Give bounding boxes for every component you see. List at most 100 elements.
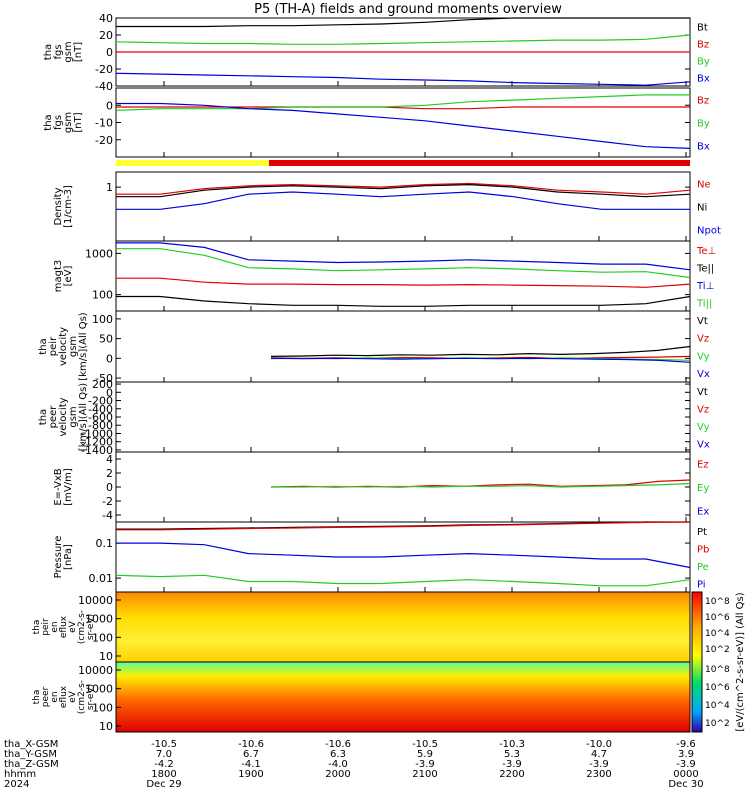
footer-value: 2200 bbox=[499, 769, 524, 780]
legend-pi: Pi bbox=[697, 579, 706, 590]
y-axis-label: tha bbox=[43, 44, 54, 60]
footer-value: -3.9 bbox=[502, 759, 522, 770]
panel-peir-velocity: 100 50 0 -50 tha peir velocity gsm [km/s](All Qs… bbox=[38, 310, 710, 385]
y-tick-label: -1200 bbox=[81, 436, 113, 449]
y-axis-label: [eV] bbox=[63, 266, 74, 287]
footer-value: -10.6 bbox=[325, 739, 351, 750]
footer-value: -3.9 bbox=[676, 759, 696, 770]
footer-value: 2300 bbox=[586, 769, 611, 780]
colorbar-image bbox=[691, 591, 703, 733]
y-tick-label: 100 bbox=[92, 631, 113, 644]
y-tick-label: -10 bbox=[95, 117, 113, 130]
y-tick-label: 20 bbox=[99, 29, 113, 42]
panel-frame bbox=[115, 521, 691, 593]
y-tick-label: 10 bbox=[99, 650, 113, 663]
footer-value: -10.6 bbox=[238, 739, 264, 750]
series-line-bx bbox=[115, 72, 691, 86]
y-axis-label: gsm bbox=[68, 336, 79, 357]
legend-vt: Vt bbox=[697, 316, 708, 327]
y-tick-label: 0.1 bbox=[96, 537, 114, 550]
footer-label: 2024 bbox=[4, 779, 29, 790]
legend-bz: Bz bbox=[697, 96, 709, 107]
y-axis-label: gsm bbox=[68, 406, 79, 427]
y-axis-label: velocity bbox=[58, 397, 69, 436]
panel-temperature: 1000 100 magt3 [eV] Te⊥ Te|| Ti⊥ Ti|| bbox=[53, 240, 716, 312]
y-tick-label: -50 bbox=[95, 372, 113, 385]
footer-value: 7.0 bbox=[156, 749, 172, 760]
y-axis-label: (cm2-s- bbox=[77, 610, 87, 644]
legend-te: Te|| bbox=[696, 263, 714, 274]
y-tick-label: -4 bbox=[102, 509, 113, 522]
panel-fgs-gsm: 40 20 0 -20 -40 tha fgs gsm [nT] Bt Bz By Bx bbox=[43, 12, 710, 93]
colorbar-tick: 10^6 bbox=[705, 613, 730, 623]
y-axis-label: eflux bbox=[59, 615, 69, 638]
legend-vz: Vz bbox=[697, 334, 709, 345]
y-axis-label: [nT] bbox=[73, 112, 84, 132]
y-axis-label: eflux bbox=[59, 685, 69, 708]
y-tick-label: -20 bbox=[95, 134, 113, 147]
legend-bx: Bx bbox=[697, 74, 710, 85]
legend-by: By bbox=[697, 119, 710, 130]
y-axis-label: gsm bbox=[63, 112, 74, 133]
panel-frame bbox=[115, 87, 691, 158]
y-axis-label: en bbox=[50, 691, 60, 702]
series-line-by bbox=[115, 34, 691, 45]
y-axis-label: fgs bbox=[53, 44, 64, 59]
footer-value: -4.2 bbox=[154, 759, 174, 770]
footer-value: 2000 bbox=[325, 769, 350, 780]
y-tick-label: 100 bbox=[92, 701, 113, 714]
series-line-vx bbox=[270, 357, 691, 363]
y-tick-label: 0 bbox=[106, 352, 113, 365]
legend-ey: Ey bbox=[697, 483, 709, 494]
footer-value: -10.3 bbox=[499, 739, 525, 750]
legend-vy: Vy bbox=[697, 422, 710, 433]
footer-value: 5.9 bbox=[417, 749, 433, 760]
y-tick-label: 10 bbox=[99, 720, 113, 733]
legend-pb: Pb bbox=[697, 544, 709, 555]
figure-title: P5 (TH-A) fields and ground moments over… bbox=[254, 2, 562, 17]
y-tick-label: 1000 bbox=[85, 683, 113, 696]
mode-bar-slow bbox=[116, 160, 269, 166]
series-line-by bbox=[115, 94, 690, 111]
y-tick-label: 100 bbox=[92, 289, 113, 302]
panel-fgs-gsm-zoom: 0 -10 -20 tha fgs gsm [nT] Bz By Bx bbox=[43, 87, 710, 158]
y-tick-label: -20 bbox=[95, 63, 113, 76]
y-axis-label: gsm bbox=[63, 41, 74, 62]
colorbar-tick: 10^4 bbox=[705, 701, 730, 711]
y-tick-label: -40 bbox=[95, 80, 113, 93]
y-tick-label: 0 bbox=[106, 481, 113, 494]
footer-value: 3.9 bbox=[678, 749, 694, 760]
y-tick-label: 1 bbox=[106, 181, 113, 194]
y-axis-label: eV bbox=[68, 620, 78, 633]
y-tick-label: 100 bbox=[92, 313, 113, 326]
y-tick-label: -200 bbox=[88, 395, 113, 408]
panel-frame bbox=[115, 171, 691, 242]
series-line-ey bbox=[271, 482, 691, 488]
series-line-ti bbox=[116, 248, 691, 279]
legend-vt: Vt bbox=[697, 387, 708, 398]
y-axis-label: [mV/m] bbox=[63, 468, 74, 506]
y-axis-label: (cm2-s- bbox=[77, 680, 87, 714]
legend-vy: Vy bbox=[697, 351, 710, 362]
series-line-ne bbox=[116, 182, 691, 195]
panel-peer-velocity: 2000-200-400-600-800-1000-1200-1400 tha pe… bbox=[38, 378, 710, 457]
y-tick-label: 0 bbox=[106, 99, 113, 112]
y-axis-label: velocity bbox=[58, 327, 69, 366]
legend-te: Te⊥ bbox=[696, 246, 716, 257]
series-line-ti bbox=[116, 242, 691, 271]
footer-label: tha_X-GSM bbox=[4, 739, 58, 750]
legend-vx: Vx bbox=[697, 369, 710, 380]
y-axis-label: peer bbox=[48, 405, 59, 429]
mode-bar-fast bbox=[269, 160, 690, 166]
series-line-pi bbox=[116, 542, 691, 569]
legend-bt: Bt bbox=[697, 23, 708, 34]
y-tick-label: -800 bbox=[88, 419, 113, 432]
panel-efield: 420-2-4 E=-VxB [mV/m] Ez Ey Ex bbox=[53, 451, 709, 523]
y-tick-label: -600 bbox=[88, 411, 113, 424]
legend-pe: Pe bbox=[697, 562, 709, 573]
legend-by: By bbox=[697, 57, 710, 68]
y-tick-label: 200 bbox=[92, 378, 113, 391]
footer-value: -10.0 bbox=[586, 739, 612, 750]
legend-vz: Vz bbox=[697, 404, 709, 415]
